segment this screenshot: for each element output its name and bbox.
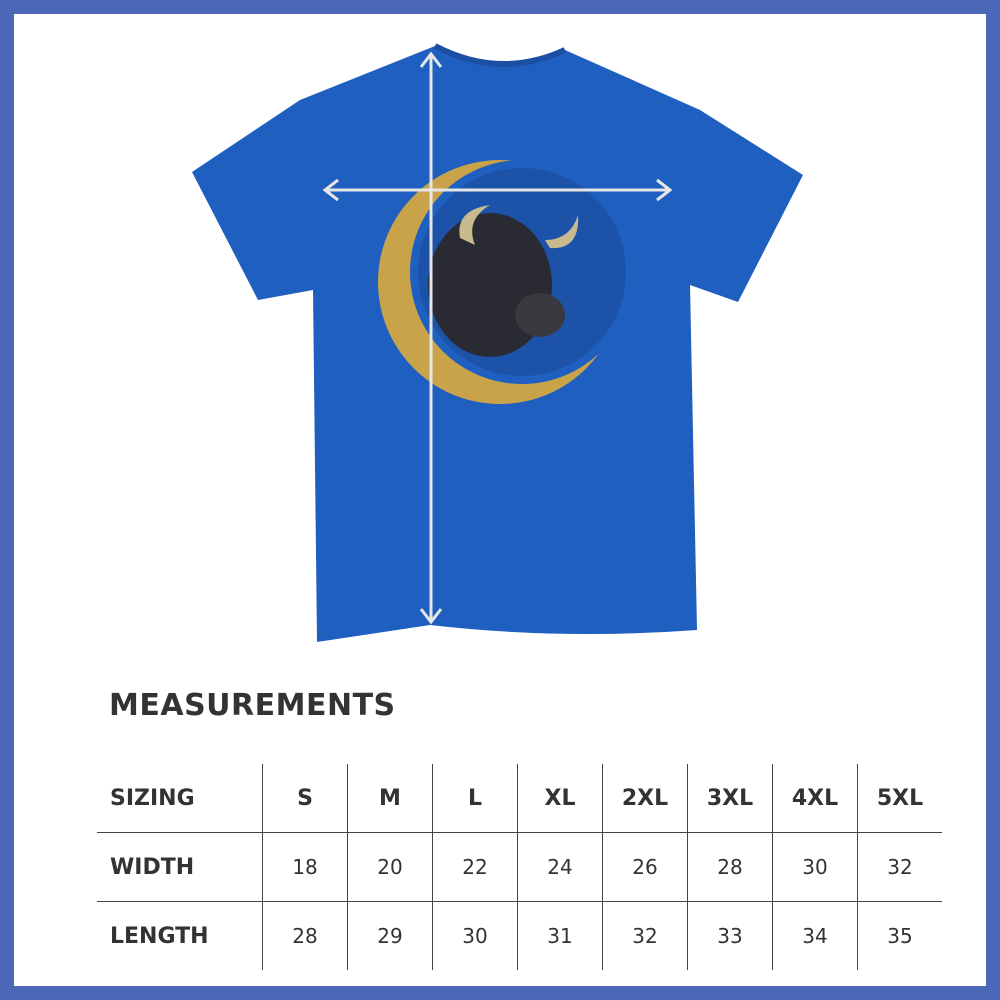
width-arrow-icon: [322, 178, 673, 202]
table-cell: XL: [517, 764, 603, 833]
row-label: WIDTH: [97, 832, 263, 902]
table-cell: 2XL: [602, 764, 688, 833]
table-cell: 28: [262, 901, 348, 970]
table-cell: 32: [602, 901, 688, 970]
measurements-title: MEASUREMENTS: [109, 688, 396, 723]
table-row: SIZING S M L XL 2XL 3XL 4XL 5XL: [97, 764, 942, 833]
table-cell: S: [262, 764, 348, 833]
table-cell: 33: [687, 901, 773, 970]
table-cell: 31: [517, 901, 603, 970]
table-cell: 29: [347, 901, 433, 970]
table-cell: 20: [347, 832, 433, 902]
table-cell: 30: [432, 901, 518, 970]
table-cell: 34: [772, 901, 858, 970]
bison-head: [428, 205, 579, 357]
table-cell: 4XL: [772, 764, 858, 833]
table-cell: 22: [432, 832, 518, 902]
table-cell: 18: [262, 832, 348, 902]
table-cell: 3XL: [687, 764, 773, 833]
table-cell: 28: [687, 832, 773, 902]
table-row: LENGTH 28 29 30 31 32 33 34 35: [97, 901, 942, 970]
table-cell: M: [347, 764, 433, 833]
table-cell: 32: [857, 832, 942, 902]
table-cell: 24: [517, 832, 603, 902]
size-chart-table: SIZING S M L XL 2XL 3XL 4XL 5XL WIDTH 18 20 22 24 26 28…: [97, 764, 942, 970]
table-cell: 5XL: [857, 764, 942, 833]
table-row: WIDTH 18 20 22 24 26 28 30 32: [97, 832, 942, 902]
length-arrow-icon: [419, 51, 443, 625]
table-cell: L: [432, 764, 518, 833]
tshirt-image: [192, 43, 803, 642]
table-cell: 35: [857, 901, 942, 970]
table-cell: 26: [602, 832, 688, 902]
row-label: LENGTH: [97, 901, 263, 970]
table-cell: 30: [772, 832, 858, 902]
row-label: SIZING: [110, 785, 195, 811]
